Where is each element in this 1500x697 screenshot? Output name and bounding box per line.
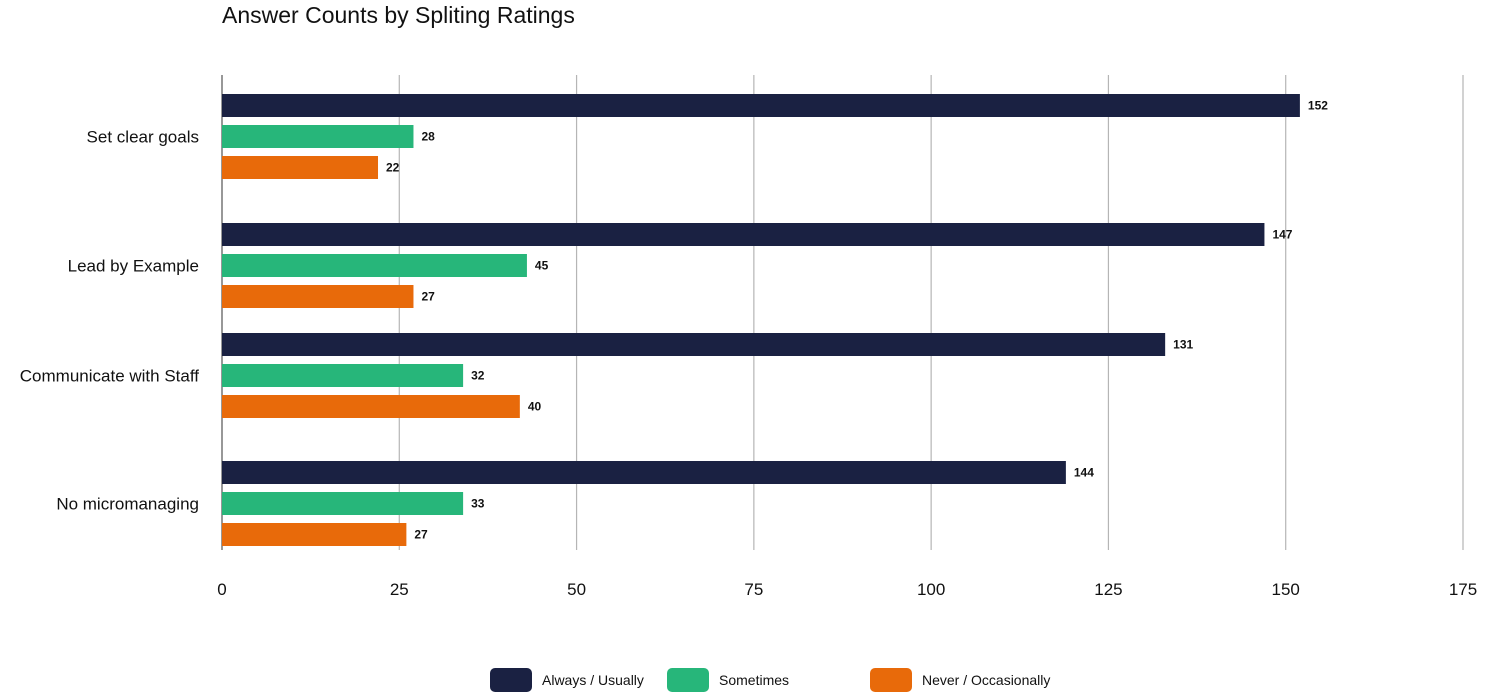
chart-title: Answer Counts by Spliting Ratings — [222, 2, 575, 28]
x-tick-label: 25 — [390, 580, 409, 599]
bar-lead-by-example-always-usually[interactable] — [222, 223, 1265, 246]
bar-communicate-with-staff-always-usually[interactable] — [222, 333, 1166, 356]
bar-set-clear-goals-always-usually[interactable] — [222, 94, 1300, 117]
value-label: 33 — [471, 497, 485, 511]
bars — [222, 94, 1300, 546]
value-label: 27 — [414, 528, 428, 542]
value-label: 32 — [471, 369, 485, 383]
bar-no-micromanaging-sometimes[interactable] — [222, 492, 464, 515]
value-label: 152 — [1308, 99, 1328, 113]
value-label: 144 — [1074, 466, 1094, 480]
bar-lead-by-example-sometimes[interactable] — [222, 254, 527, 277]
value-label: 28 — [421, 130, 435, 144]
x-tick-label: 0 — [217, 580, 226, 599]
bar-no-micromanaging-always-usually[interactable] — [222, 461, 1066, 484]
x-tick-label: 150 — [1272, 580, 1300, 599]
category-labels: Set clear goals Lead by Example Communicat… — [20, 128, 199, 514]
x-tick-label: 175 — [1449, 580, 1477, 599]
chart-plot: 152 28 22 147 45 27 131 32 40 144 33 27 Set clear g… — [20, 75, 1477, 599]
x-axis-ticks: 0 25 50 75 100 125 150 175 — [217, 580, 1477, 599]
legend-label-always-usually: Always / Usually — [542, 672, 644, 688]
bar-lead-by-example-never-occasionally[interactable] — [222, 285, 414, 308]
grid-lines — [221, 75, 1464, 550]
legend-item-always-usually[interactable]: Always / Usually — [490, 668, 644, 692]
value-label: 40 — [528, 400, 542, 414]
legend-item-never-occasionally[interactable]: Never / Occasionally — [870, 668, 1050, 692]
bar-set-clear-goals-never-occasionally[interactable] — [222, 156, 379, 179]
legend-swatch-sometimes — [667, 668, 709, 692]
legend-label-sometimes: Sometimes — [719, 672, 790, 688]
x-tick-label: 125 — [1094, 580, 1122, 599]
bar-communicate-with-staff-sometimes[interactable] — [222, 364, 464, 387]
legend: Always / Usually Sometimes Never / Occas… — [490, 668, 1110, 696]
legend-item-sometimes[interactable]: Sometimes — [667, 668, 789, 692]
bar-communicate-with-staff-never-occasionally[interactable] — [222, 395, 520, 418]
category-label-set-clear-goals: Set clear goals — [87, 128, 199, 147]
bar-no-micromanaging-never-occasionally[interactable] — [222, 523, 407, 546]
value-labels: 152 28 22 147 45 27 131 32 40 144 33 27 — [386, 99, 1328, 542]
category-label-no-micromanaging: No micromanaging — [56, 495, 199, 514]
x-tick-label: 100 — [917, 580, 945, 599]
value-label: 27 — [421, 290, 435, 304]
x-tick-label: 75 — [744, 580, 763, 599]
value-label: 45 — [535, 259, 549, 273]
value-label: 147 — [1272, 228, 1292, 242]
legend-label-never-occasionally: Never / Occasionally — [922, 672, 1051, 688]
bar-set-clear-goals-sometimes[interactable] — [222, 125, 414, 148]
legend-swatch-never-occasionally — [870, 668, 912, 692]
category-label-communicate-with-staff: Communicate with Staff — [20, 367, 199, 386]
x-tick-label: 50 — [567, 580, 586, 599]
category-label-lead-by-example: Lead by Example — [68, 257, 199, 276]
value-label: 131 — [1173, 338, 1193, 352]
value-label: 22 — [386, 161, 400, 175]
legend-swatch-always-usually — [490, 668, 532, 692]
